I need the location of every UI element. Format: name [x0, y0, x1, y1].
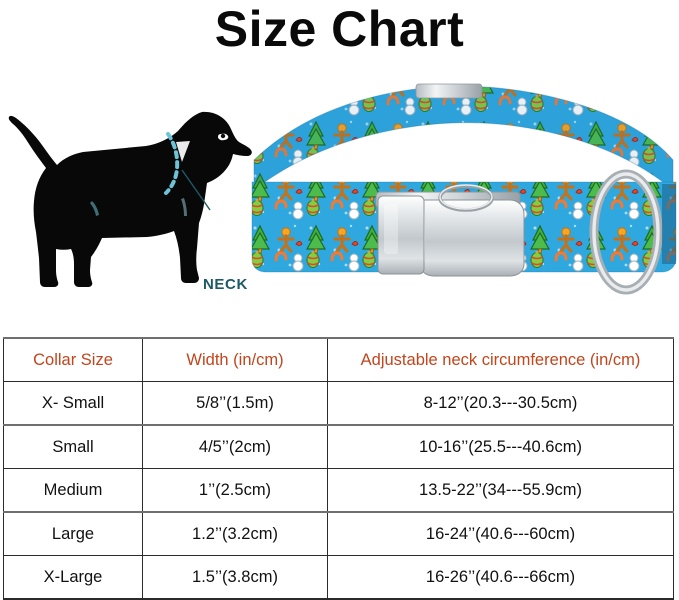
cell-size: X-Large	[3, 555, 143, 600]
metal-side-release-buckle-icon	[375, 184, 525, 277]
cell-width: 1.2’’(3.2cm)	[142, 511, 328, 556]
table-row: Small 4/5’’(2cm) 10-16’’(25.5---40.6cm)	[3, 424, 674, 469]
table-row: Large 1.2’’(3.2cm) 16-24’’(40.6---60cm)	[3, 511, 674, 556]
cell-width: 1.5’’(3.8cm)	[142, 555, 328, 600]
neck-label: NECK	[203, 276, 248, 293]
cell-width: 5/8’’(1.5m)	[142, 381, 328, 426]
column-header-width: Width (in/cm)	[142, 337, 328, 382]
collar-top-keeper	[415, 83, 483, 99]
cell-size: Medium	[3, 468, 143, 513]
cell-neck: 16-24’’(40.6---60cm)	[327, 511, 674, 556]
page-title: Size Chart	[214, 1, 465, 57]
cell-neck: 10-16’’(25.5---40.6cm)	[327, 424, 674, 469]
cell-neck: 13.5-22’’(34---55.9cm)	[327, 468, 674, 513]
cell-size: Large	[3, 511, 143, 556]
metal-d-ring-icon	[589, 169, 663, 295]
cell-neck: 8-12’’(20.3---30.5cm)	[327, 381, 674, 426]
column-header-collar-size: Collar Size	[3, 337, 143, 382]
collar-right-fold	[662, 184, 676, 264]
dog-collar-photo	[248, 64, 679, 326]
cell-width: 4/5’’(2cm)	[142, 424, 328, 469]
table-header-row: Collar Size Width (in/cm) Adjustable nec…	[3, 337, 674, 382]
dashed-neck-line-icon	[164, 132, 180, 195]
table-row: X-Large 1.5’’(3.8cm) 16-26’’(40.6---66cm…	[3, 555, 674, 600]
cell-width: 1’’(2.5cm)	[142, 468, 328, 513]
table-row: Medium 1’’(2.5cm) 13.5-22’’(34---55.9cm)	[3, 468, 674, 513]
cell-size: X- Small	[3, 381, 143, 426]
hero-illustration-area: NECK	[0, 58, 679, 328]
table-row: X- Small 5/8’’(1.5m) 8-12’’(20.3---30.5c…	[3, 381, 674, 426]
leader-line-icon	[181, 169, 211, 211]
dog-body-shape	[8, 111, 252, 287]
cell-neck: 16-26’’(40.6---66cm)	[327, 555, 674, 600]
cell-size: Small	[3, 424, 143, 469]
column-header-neck-circumference: Adjustable neck circumference (in/cm)	[327, 337, 674, 382]
size-chart-table: Collar Size Width (in/cm) Adjustable nec…	[3, 337, 674, 600]
dog-silhouette-icon: NECK	[6, 98, 256, 303]
